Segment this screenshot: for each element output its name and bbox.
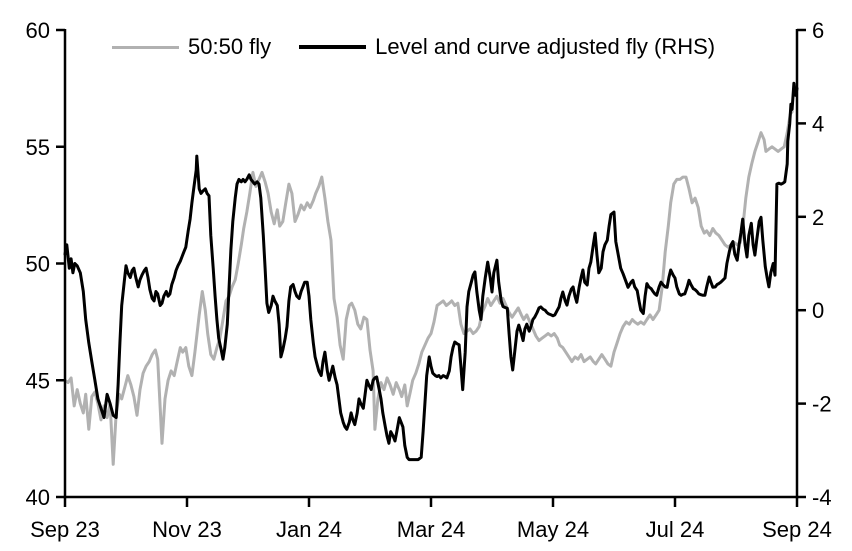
legend-label-level-curve-adjusted-fly: Level and curve adjusted fly (RHS) <box>375 34 716 59</box>
left-axis-tick-label: 50 <box>26 252 50 277</box>
x-axis-tick-label: Sep 23 <box>30 517 100 542</box>
series-line-level-and-curve-adjusted-fly <box>63 81 799 462</box>
legend-line-swatch-gray <box>112 45 179 49</box>
legend-label-50-50-fly: 50:50 fly <box>188 34 272 59</box>
right-axis-tick-label: 2 <box>812 205 824 230</box>
legend-item-50-50-fly: 50:50 fly <box>112 33 271 61</box>
left-axis-tick-label: 40 <box>26 485 50 510</box>
right-axis-tick-label: 6 <box>812 18 824 43</box>
right-axis-tick-label: 0 <box>812 298 824 323</box>
chart-legend: 50:50 fly Level and curve adjusted fly (… <box>112 33 715 61</box>
right-axis-tick-label: 4 <box>812 111 824 136</box>
x-axis-tick-label: Nov 23 <box>152 517 222 542</box>
legend-item-level-curve-adjusted-fly: Level and curve adjusted fly (RHS) <box>299 33 715 61</box>
x-axis-tick-label: Mar 24 <box>397 517 465 542</box>
left-axis-tick-label: 60 <box>26 18 50 43</box>
right-axis-tick-label: -2 <box>812 392 832 417</box>
x-axis-tick-label: Jan 24 <box>276 517 342 542</box>
x-axis-tick-label: May 24 <box>517 517 589 542</box>
x-axis-tick-label: Sep 24 <box>762 517 832 542</box>
right-axis-tick-label: -4 <box>812 485 832 510</box>
left-axis-tick-label: 45 <box>26 368 50 393</box>
x-axis-tick-label: Jul 24 <box>646 517 705 542</box>
legend-line-swatch-black <box>299 45 367 49</box>
left-axis-tick-label: 55 <box>26 135 50 160</box>
series-line-50-50-fly <box>63 110 794 466</box>
